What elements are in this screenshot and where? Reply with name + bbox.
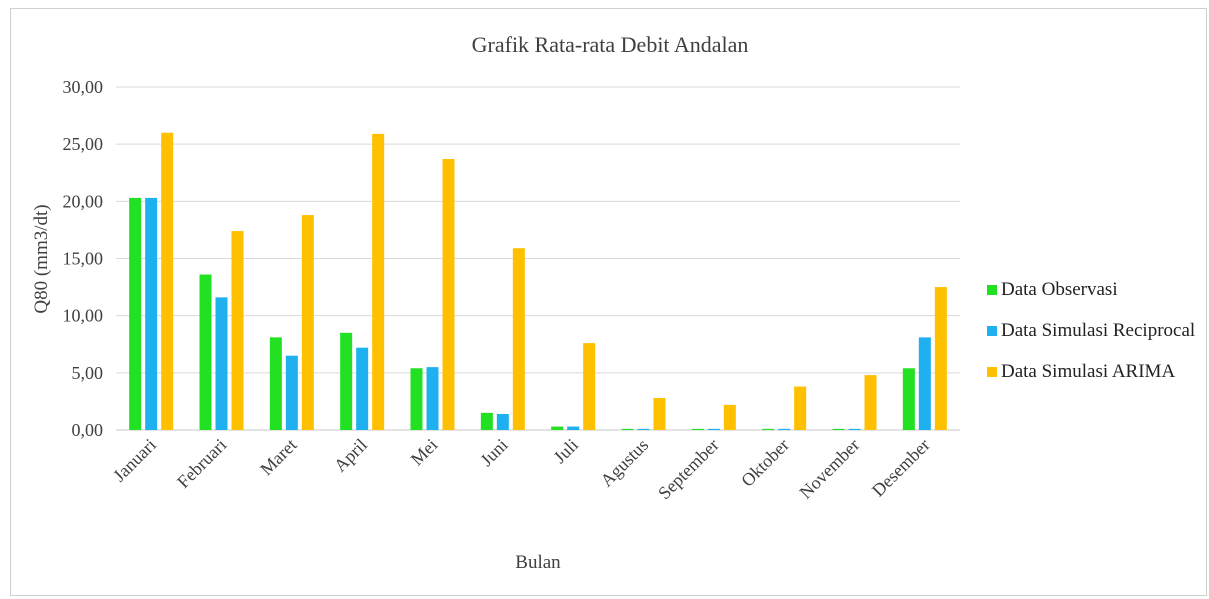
x-tick-label: September — [654, 435, 723, 504]
legend-swatch-observasi — [987, 285, 997, 295]
x-tick-label: April — [330, 435, 371, 476]
bar-data-simulasi-reciprocal-februari — [215, 297, 228, 430]
x-tick-label: Februari — [173, 435, 230, 492]
bar-data-observasi-desember — [902, 368, 915, 430]
legend-item-observasi: Data Observasi — [987, 279, 1195, 300]
bar-data-simulasi-reciprocal-januari — [145, 197, 158, 430]
bar-data-simulasi-arima-agustus — [653, 397, 666, 430]
x-tick-label: Juni — [476, 435, 511, 470]
bar-data-simulasi-arima-desember — [934, 287, 947, 430]
bar-data-observasi-mei — [410, 368, 423, 430]
legend-swatch-reciprocal — [987, 326, 997, 336]
bar-data-simulasi-reciprocal-september — [707, 428, 720, 430]
bar-data-observasi-januari — [129, 197, 142, 430]
bar-data-simulasi-arima-juni — [512, 248, 525, 430]
legend: Data Observasi Data Simulasi Reciprocal … — [987, 279, 1196, 403]
bar-data-simulasi-arima-november — [864, 375, 877, 430]
y-tick-label: 5,00 — [72, 363, 104, 383]
bar-data-simulasi-arima-september — [723, 404, 736, 430]
bar-data-simulasi-reciprocal-april — [356, 347, 369, 430]
bar-data-simulasi-reciprocal-desember — [918, 337, 931, 430]
bar-data-observasi-oktober — [762, 428, 775, 430]
y-axis: 0,00 5,00 10,00 15,00 20,00 25,00 30,00 — [63, 77, 104, 440]
bar-data-observasi-februari — [199, 274, 212, 430]
y-tick-label: 0,00 — [72, 420, 104, 440]
x-tick-label: Desember — [868, 435, 934, 501]
x-axis-title: Bulan — [515, 552, 561, 573]
bar-data-simulasi-reciprocal-juli — [567, 426, 580, 430]
x-tick-label: Januari — [109, 435, 160, 486]
x-tick-label: Agustus — [596, 435, 652, 491]
bar-data-observasi-maret — [269, 337, 282, 430]
bar-data-observasi-april — [340, 332, 353, 430]
x-tick-label: Maret — [256, 435, 301, 480]
y-axis-title: Q80 (mm3/dt) — [31, 204, 52, 313]
bar-data-simulasi-arima-maret — [301, 215, 314, 430]
legend-label-observasi: Data Observasi — [1001, 279, 1118, 300]
legend-item-reciprocal: Data Simulasi Reciprocal — [987, 320, 1196, 341]
x-tick-label: Juli — [549, 435, 582, 468]
bar-data-simulasi-arima-juli — [583, 343, 596, 430]
legend-item-arima: Data Simulasi ARIMA — [987, 361, 1195, 382]
legend-label-reciprocal: Data Simulasi Reciprocal — [1001, 320, 1196, 341]
bar-data-simulasi-arima-oktober — [794, 386, 807, 430]
y-tick-label: 20,00 — [63, 191, 104, 211]
bar-data-observasi-november — [832, 428, 845, 430]
bar-data-observasi-september — [691, 428, 704, 430]
bar-data-simulasi-arima-januari — [161, 132, 174, 430]
chart-title: Grafik Rata-rata Debit Andalan — [472, 32, 749, 57]
bar-data-simulasi-reciprocal-maret — [285, 355, 298, 430]
bar-data-observasi-juni — [480, 412, 493, 430]
bar-data-observasi-agustus — [621, 428, 634, 430]
bar-data-simulasi-reciprocal-mei — [426, 367, 439, 430]
x-tick-label: Oktober — [737, 435, 793, 491]
y-tick-label: 25,00 — [63, 134, 104, 154]
y-tick-label: 15,00 — [63, 249, 104, 269]
bar-data-observasi-juli — [551, 426, 564, 430]
bar-data-simulasi-reciprocal-november — [848, 428, 861, 430]
gridlines — [116, 86, 960, 431]
bar-data-simulasi-arima-mei — [442, 159, 455, 430]
legend-swatch-arima — [987, 367, 997, 377]
y-tick-label: 10,00 — [63, 306, 104, 326]
bar-data-simulasi-reciprocal-oktober — [778, 428, 791, 430]
x-tick-label: November — [795, 435, 863, 503]
bar-data-simulasi-reciprocal-juni — [496, 413, 509, 430]
bar-data-simulasi-arima-februari — [231, 231, 244, 430]
bar-data-simulasi-arima-april — [372, 133, 385, 431]
legend-label-arima: Data Simulasi ARIMA — [1001, 361, 1176, 382]
x-tick-label: Mei — [407, 435, 442, 470]
y-tick-label: 30,00 — [63, 77, 104, 97]
bar-data-simulasi-reciprocal-agustus — [637, 428, 650, 430]
x-axis: Januari Februari Maret April Mei Juni Juli Agus… — [109, 435, 934, 504]
bars — [129, 132, 947, 431]
